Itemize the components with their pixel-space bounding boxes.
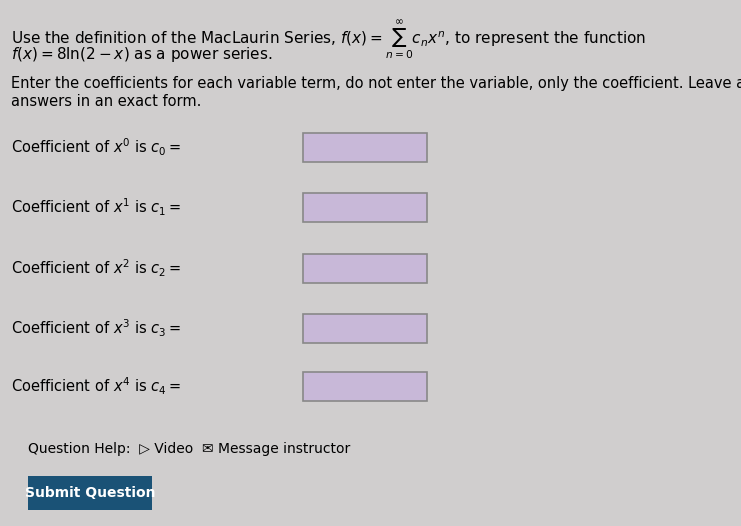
Text: Use the definition of the MacLaurin Series, $f(x) = \sum_{n=0}^{\infty} c_n x^n$: Use the definition of the MacLaurin Seri… [11,18,646,62]
Text: Coefficient of $x^3$ is $c_3 =$: Coefficient of $x^3$ is $c_3 =$ [11,318,181,339]
FancyBboxPatch shape [303,372,427,401]
FancyBboxPatch shape [28,476,152,510]
Text: Coefficient of $x^0$ is $c_0 =$: Coefficient of $x^0$ is $c_0 =$ [11,137,181,158]
FancyBboxPatch shape [303,193,427,222]
Text: Question Help:  ▷ Video  ✉ Message instructor: Question Help: ▷ Video ✉ Message instruc… [28,442,350,456]
Text: $f(x) = 8\ln(2 - x)$ as a power series.: $f(x) = 8\ln(2 - x)$ as a power series. [11,45,273,64]
Text: Coefficient of $x^2$ is $c_2 =$: Coefficient of $x^2$ is $c_2 =$ [11,258,181,279]
Text: Coefficient of $x^1$ is $c_1 =$: Coefficient of $x^1$ is $c_1 =$ [11,197,181,218]
FancyBboxPatch shape [303,254,427,283]
FancyBboxPatch shape [303,133,427,162]
Text: Coefficient of $x^4$ is $c_4 =$: Coefficient of $x^4$ is $c_4 =$ [11,376,181,397]
Text: Enter the coefficients for each variable term, do not enter the variable, only t: Enter the coefficients for each variable… [11,76,741,109]
Text: Submit Question: Submit Question [24,486,155,500]
FancyBboxPatch shape [303,315,427,343]
